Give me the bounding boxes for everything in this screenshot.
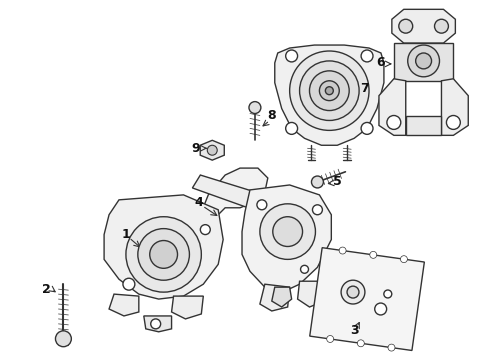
Circle shape — [259, 204, 315, 260]
Circle shape — [150, 319, 161, 329]
Polygon shape — [109, 294, 139, 316]
Text: 8: 8 — [267, 109, 276, 122]
Circle shape — [285, 122, 297, 134]
Text: 5: 5 — [332, 175, 341, 189]
Circle shape — [400, 256, 407, 263]
Circle shape — [309, 71, 348, 111]
Circle shape — [339, 247, 346, 254]
Circle shape — [248, 102, 260, 113]
Polygon shape — [192, 175, 254, 208]
Polygon shape — [309, 248, 424, 351]
Circle shape — [207, 145, 217, 155]
Circle shape — [398, 19, 412, 33]
Circle shape — [383, 290, 391, 298]
Circle shape — [200, 225, 210, 235]
Circle shape — [446, 116, 459, 129]
Circle shape — [374, 303, 386, 315]
Circle shape — [138, 229, 189, 280]
Text: 2: 2 — [42, 283, 51, 296]
Polygon shape — [441, 79, 468, 135]
Circle shape — [325, 87, 333, 95]
Polygon shape — [378, 79, 405, 135]
Circle shape — [285, 50, 297, 62]
Circle shape — [360, 122, 372, 134]
Polygon shape — [200, 140, 224, 160]
Circle shape — [407, 45, 439, 77]
Circle shape — [300, 265, 308, 273]
Circle shape — [326, 336, 333, 342]
Circle shape — [369, 251, 376, 258]
Circle shape — [312, 205, 322, 215]
Polygon shape — [391, 9, 454, 43]
Polygon shape — [171, 296, 203, 319]
Text: 3: 3 — [349, 324, 358, 337]
Circle shape — [360, 50, 372, 62]
Polygon shape — [259, 284, 289, 311]
Circle shape — [311, 176, 323, 188]
Circle shape — [387, 344, 394, 351]
Polygon shape — [297, 281, 326, 307]
Circle shape — [299, 61, 358, 121]
Circle shape — [357, 340, 364, 347]
Polygon shape — [405, 116, 441, 135]
Polygon shape — [104, 195, 223, 299]
Circle shape — [272, 217, 302, 247]
Polygon shape — [271, 287, 291, 307]
Text: 1: 1 — [122, 228, 130, 241]
Text: 6: 6 — [376, 57, 385, 69]
Circle shape — [122, 278, 135, 290]
Circle shape — [126, 217, 201, 292]
Text: 7: 7 — [359, 82, 367, 95]
Circle shape — [319, 81, 339, 100]
Polygon shape — [143, 316, 171, 332]
Polygon shape — [393, 43, 452, 81]
Circle shape — [149, 240, 177, 268]
Polygon shape — [200, 168, 267, 228]
Circle shape — [346, 286, 358, 298]
Circle shape — [415, 53, 431, 69]
Circle shape — [434, 19, 447, 33]
Circle shape — [289, 51, 368, 130]
Polygon shape — [242, 185, 331, 291]
Text: 4: 4 — [194, 196, 203, 209]
Text: 9: 9 — [191, 142, 199, 155]
Circle shape — [55, 331, 71, 347]
Circle shape — [341, 280, 364, 304]
Circle shape — [386, 116, 400, 129]
Polygon shape — [274, 45, 383, 145]
Circle shape — [256, 200, 266, 210]
